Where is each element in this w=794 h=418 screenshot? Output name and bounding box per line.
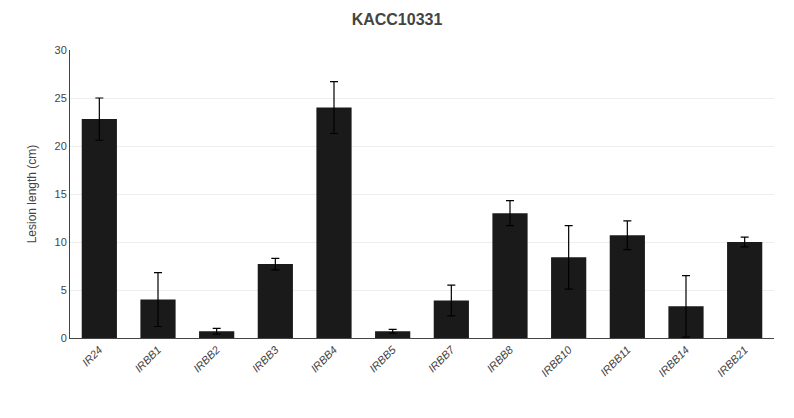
svg-text:KACC10331: KACC10331	[352, 11, 443, 28]
svg-text:30: 30	[55, 44, 67, 56]
svg-text:0: 0	[61, 332, 67, 344]
svg-text:IRBB3: IRBB3	[250, 343, 282, 375]
svg-text:IRBB2: IRBB2	[191, 344, 222, 375]
svg-text:IRBB7: IRBB7	[426, 343, 458, 375]
svg-text:IRBB21: IRBB21	[715, 344, 750, 379]
svg-text:IRBB5: IRBB5	[367, 343, 399, 375]
svg-text:IRBB14: IRBB14	[656, 344, 691, 379]
svg-text:IRBB1: IRBB1	[132, 344, 163, 375]
svg-text:10: 10	[55, 236, 67, 248]
svg-text:IRBB11: IRBB11	[598, 344, 633, 379]
svg-text:20: 20	[55, 140, 67, 152]
svg-text:5: 5	[61, 284, 67, 296]
svg-text:25: 25	[55, 92, 67, 104]
svg-text:IRBB10: IRBB10	[539, 343, 575, 379]
svg-text:15: 15	[55, 188, 67, 200]
svg-text:Lesion length (cm): Lesion length (cm)	[25, 145, 39, 244]
svg-text:IRBB8: IRBB8	[484, 343, 516, 375]
svg-text:IR24: IR24	[80, 344, 105, 369]
svg-text:IRBB4: IRBB4	[308, 344, 339, 375]
